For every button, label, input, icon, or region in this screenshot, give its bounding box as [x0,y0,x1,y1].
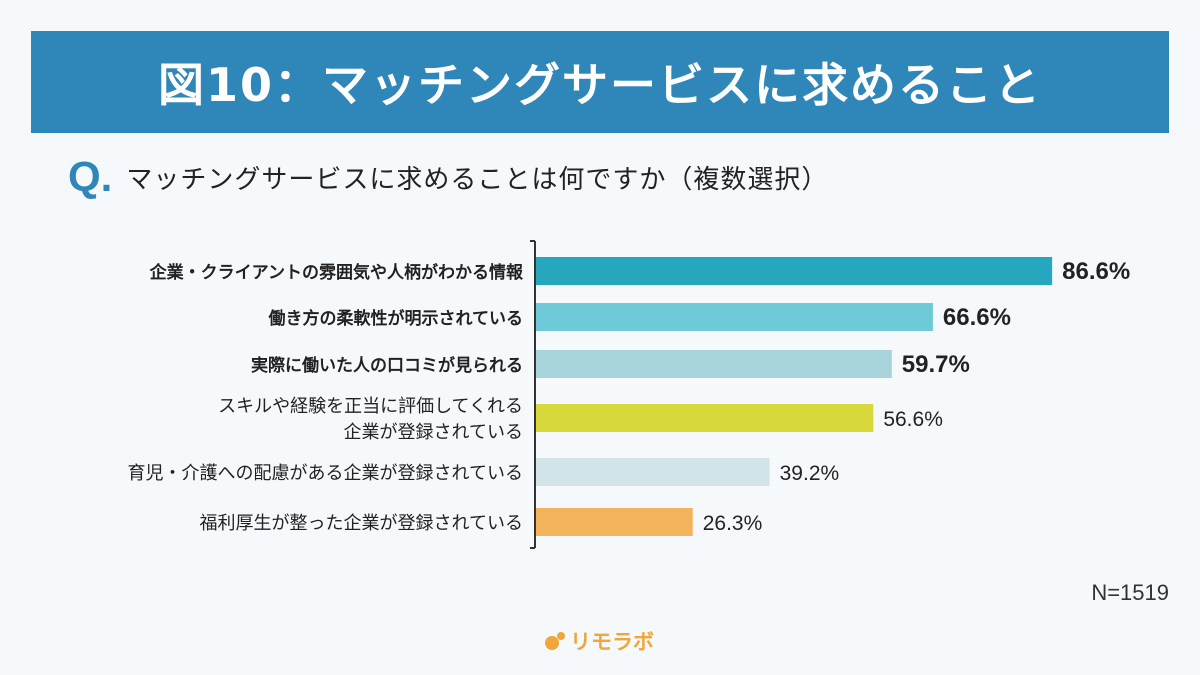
value-label: 66.6% [943,304,1011,331]
bar [536,508,693,536]
category-label: 実際に働いた人の口コミが見られる [251,355,523,376]
value-label: 86.6% [1062,258,1130,285]
bar [536,303,933,331]
category-label: 育児・介護への配慮がある企業が登録されている [128,463,523,484]
page-title: 図10：マッチングサービスに求めること [157,58,1042,112]
question-line: Q. マッチングサービスに求めることは何ですか（複数選択） [68,152,828,202]
brand-logo: リモラボ [544,626,654,656]
value-label: 59.7% [902,351,970,378]
logo-dots-icon [544,630,566,652]
category-label: 福利厚生が整った企業が登録されている [200,513,523,534]
title-banner: 図10：マッチングサービスに求めること [31,31,1169,133]
question-mark: Q. [68,153,113,200]
question-text: マッチングサービスに求めることは何ですか（複数選択） [126,164,829,195]
sample-size-label: N=1519 [1091,580,1169,605]
value-label: 56.6% [883,408,943,431]
value-label: 39.2% [780,462,840,485]
category-label: 企業が登録されている [344,422,523,443]
bar [536,458,770,486]
value-label: 26.3% [703,512,763,535]
category-label: 企業・クライアントの雰囲気や人柄がわかる情報 [149,262,524,283]
category-label: スキルや経験を正当に評価してくれる [218,396,523,417]
bar [536,257,1053,285]
bar [536,404,874,432]
bar [536,350,892,378]
category-label: 働き方の柔軟性が明示されている [268,308,524,329]
logo-text: リモラボ [570,630,654,654]
